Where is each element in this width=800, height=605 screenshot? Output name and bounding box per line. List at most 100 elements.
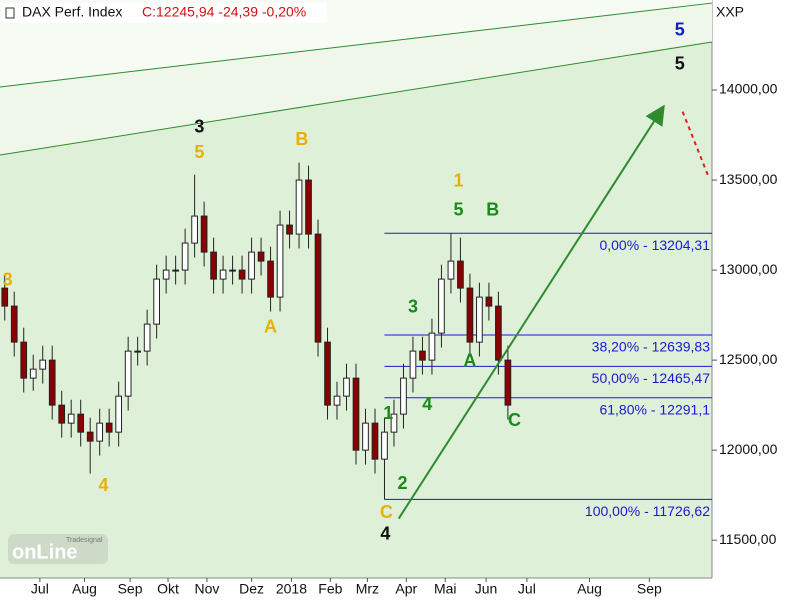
- x-tick-label: Apr: [395, 581, 417, 597]
- candle-body: [504, 359, 512, 406]
- candle-body: [257, 251, 265, 262]
- wave-label: C: [508, 410, 521, 430]
- wave-label: A: [264, 316, 277, 336]
- candle-body: [39, 359, 47, 370]
- header-icon: [5, 7, 15, 19]
- wave-label: 3: [3, 270, 13, 290]
- candle-body: [67, 413, 75, 424]
- fib-label: 38,20% - 12639,83: [592, 339, 711, 355]
- x-tick-label: Aug: [72, 581, 97, 597]
- x-tick-label: Sep: [637, 581, 662, 597]
- candle-body: [447, 260, 455, 280]
- candle-body: [181, 242, 189, 271]
- wave-label: 1: [383, 403, 393, 423]
- candle-body: [400, 377, 407, 415]
- channel-band: [0, 3, 712, 156]
- x-tick-label: Sep: [118, 581, 143, 597]
- candle-body: [1, 287, 9, 307]
- candle-body: [200, 215, 208, 253]
- header-box: [2, 3, 327, 23]
- candle-body: [210, 251, 217, 280]
- x-tick-label: Aug: [577, 581, 602, 597]
- candle-body: [48, 359, 56, 406]
- channel-line: [0, 2, 713, 88]
- candle-body: [286, 224, 293, 235]
- candle-body: [495, 305, 502, 361]
- candle-body: [428, 332, 436, 361]
- y-tick-label: 14000,00: [719, 81, 778, 97]
- candle-body: [238, 269, 246, 280]
- candle-body: [162, 269, 170, 280]
- logo-small: Tradesignal: [66, 537, 103, 544]
- candle-body: [314, 233, 322, 343]
- candle-body: [457, 260, 464, 289]
- wave-label: 4: [422, 394, 432, 414]
- candle-body: [191, 215, 198, 244]
- x-tick-label: Dez: [239, 581, 264, 597]
- candle-body: [219, 269, 227, 280]
- fib-label: 0,00% - 13204,31: [599, 237, 710, 253]
- chart-title: DAX Perf. Index: [22, 4, 122, 20]
- candle-body: [371, 422, 379, 460]
- candle-body: [105, 422, 113, 433]
- candle-body: [466, 287, 474, 343]
- x-tick-label: 2018: [276, 581, 307, 597]
- fib-label: 61,80% - 12291,1: [599, 401, 710, 417]
- wave-label: 5: [194, 142, 204, 162]
- logo-text: onLine: [12, 541, 78, 563]
- candle-body: [229, 269, 236, 272]
- wave-label: 3: [194, 117, 204, 137]
- candle-body: [267, 260, 274, 298]
- x-tick-label: Jul: [518, 581, 536, 597]
- channel-line: [0, 41, 713, 156]
- wave-label: A: [463, 351, 476, 371]
- candle-body: [485, 296, 493, 307]
- x-tick-label: Okt: [157, 581, 179, 597]
- wave-label: 4: [380, 524, 390, 544]
- y-tick-label: 13500,00: [719, 171, 778, 187]
- fib-label: 50,00% - 12465,47: [592, 370, 711, 386]
- x-tick-label: Mai: [434, 581, 457, 597]
- candle-body: [77, 413, 85, 433]
- wave-label: 2: [398, 473, 408, 493]
- candle-body: [438, 278, 445, 334]
- candle-body: [409, 350, 417, 379]
- candle-body: [115, 395, 123, 433]
- quote: C:12245,94 -24,39 -0,20%: [142, 4, 306, 20]
- candle-body: [248, 251, 255, 280]
- candle-body: [333, 395, 341, 406]
- candle-body: [96, 422, 104, 442]
- wave-label: B: [486, 199, 499, 219]
- candle-body: [476, 296, 483, 343]
- x-tick-label: Feb: [318, 581, 342, 597]
- candle-body: [58, 404, 66, 424]
- candle-body: [343, 377, 350, 397]
- fib-label: 100,00% - 11726,62: [585, 503, 710, 519]
- wave-label: 4: [98, 475, 108, 495]
- y-tick-label: 12000,00: [719, 441, 778, 457]
- wave-label: 1: [454, 171, 464, 191]
- candle-body: [29, 368, 37, 379]
- x-tick-label: Mrz: [356, 581, 379, 597]
- candle-body: [124, 350, 132, 397]
- projection: [681, 111, 711, 179]
- candle-body: [419, 350, 426, 361]
- wave-label: 5: [675, 19, 685, 39]
- candle-body: [390, 413, 398, 433]
- candle-body: [20, 341, 28, 379]
- arrow: [397, 104, 665, 520]
- candle-body: [305, 179, 312, 235]
- x-tick-label: Jun: [475, 581, 498, 597]
- logo-box: [8, 534, 108, 564]
- wave-label: 3: [408, 297, 418, 317]
- wave-label: C: [380, 502, 393, 522]
- x-tick-label: Nov: [195, 581, 220, 597]
- candle-body: [276, 224, 284, 298]
- candle-body: [86, 431, 94, 442]
- candle-body: [352, 377, 360, 451]
- candle-body: [295, 179, 303, 235]
- candle-body: [10, 305, 18, 343]
- wave-label: 5: [454, 199, 464, 219]
- x-tick-label: Jul: [31, 581, 49, 597]
